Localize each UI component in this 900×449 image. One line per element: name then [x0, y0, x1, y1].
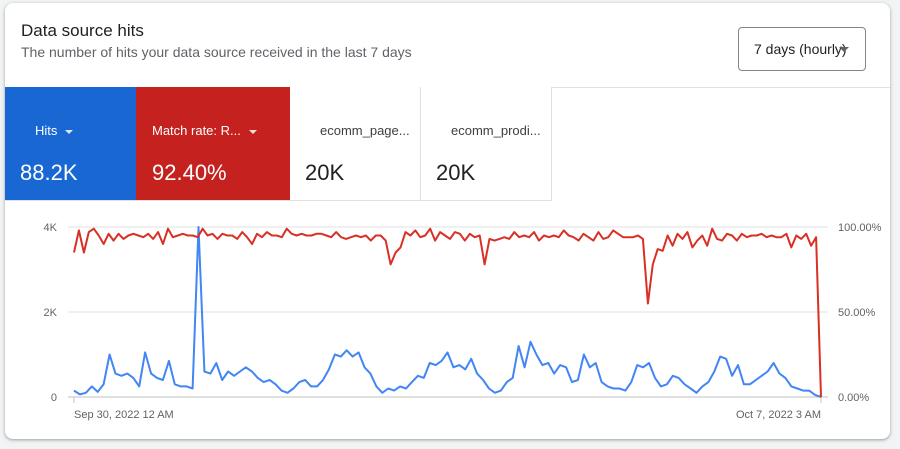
metric-tile-ecomm-page[interactable]: ecomm_page... 20K — [290, 87, 421, 201]
y-left-tick-2k: 2K — [44, 307, 58, 319]
metric-value-match-rate: 92.40% — [152, 160, 227, 185]
y-right-tick-50: 50.00% — [838, 307, 876, 319]
metric-label-ecomm-prodi: ecomm_prodi... — [451, 123, 541, 138]
dropdown-arrow-icon — [839, 47, 849, 52]
y-left-tick-4k: 4K — [44, 222, 58, 234]
metric-tile-match-rate[interactable]: Match rate: R... 92.40% — [136, 87, 290, 201]
hits-series-line — [73, 226, 822, 398]
metric-value-hits: 88.2K — [20, 160, 78, 185]
match-rate-series-line — [73, 227, 822, 398]
metric-tile-ecomm-prodi[interactable]: ecomm_prodi... 20K — [421, 87, 552, 201]
hits-line-chart: 4K 2K 0 100.00% 50.00% 0.00% Sep 30, 202… — [44, 222, 882, 421]
dropdown-arrow-icon[interactable] — [248, 129, 257, 134]
y-right-tick-100: 100.00% — [838, 222, 882, 234]
dropdown-arrow-icon[interactable] — [65, 129, 74, 134]
metric-tile-hits[interactable]: Hits 88.2K — [5, 87, 136, 201]
y-right-tick-0: 0.00% — [838, 392, 869, 404]
metric-tiles: Hits 88.2K Match rate: R... 92.40% ecomm… — [5, 87, 552, 201]
card-subtitle: The number of hits your data source rece… — [21, 44, 412, 60]
x-tick-label-start: Sep 30, 2022 12 AM — [74, 409, 174, 421]
card-title: Data source hits — [21, 21, 144, 40]
metric-value-ecomm-prodi: 20K — [436, 160, 476, 185]
metric-label-hits: Hits — [35, 123, 58, 138]
y-left-tick-0: 0 — [51, 392, 57, 404]
metric-label-match-rate: Match rate: R... — [152, 123, 241, 138]
time-range-select[interactable]: 7 days (hourly) — [738, 27, 866, 71]
metric-value-ecomm-page: 20K — [305, 160, 345, 185]
data-source-hits-card: Data source hits The number of hits your… — [5, 3, 890, 439]
time-range-value: 7 days (hourly) — [754, 41, 847, 57]
metric-label-ecomm-page: ecomm_page... — [320, 123, 410, 138]
x-tick-label-end: Oct 7, 2022 3 AM — [736, 409, 821, 421]
